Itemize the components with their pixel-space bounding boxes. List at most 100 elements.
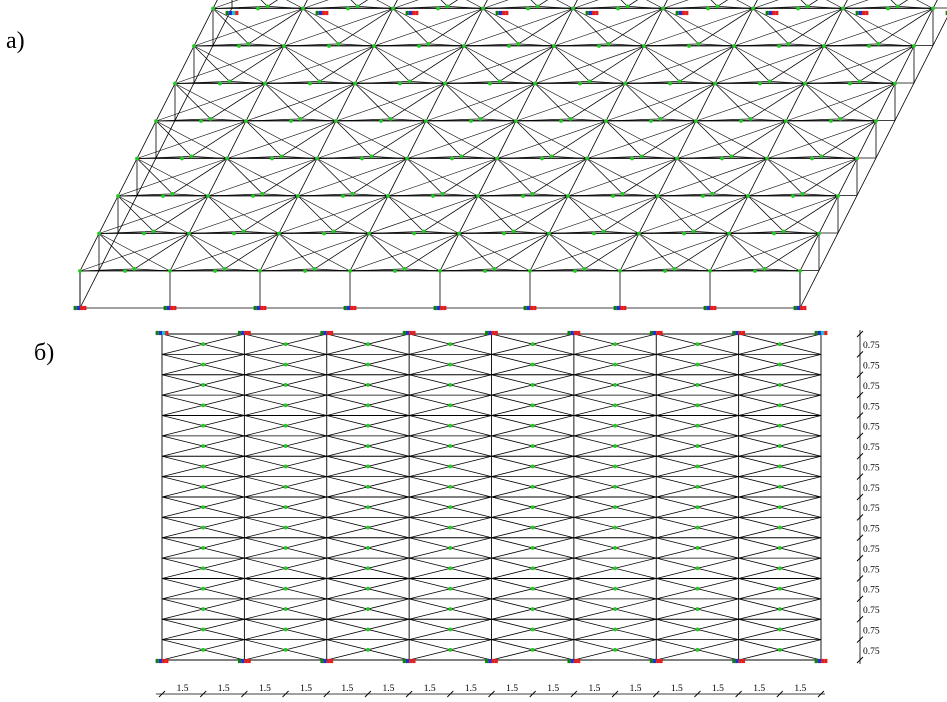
top-node: [514, 119, 518, 123]
web-diagonal: [712, 193, 749, 197]
dimension-tick: [735, 690, 742, 698]
dimension-label-bottom: 1.5: [300, 684, 312, 694]
web-diagonal: [802, 193, 839, 197]
web-diagonal: [461, 120, 517, 157]
dimension-tick: [856, 432, 864, 440]
web-diagonal: [807, 6, 844, 9]
brace-node: [366, 484, 370, 489]
plane-diagonal: [302, 8, 375, 47]
brace-node: [530, 484, 535, 489]
web-node: [530, 192, 535, 196]
chord-node: [308, 81, 312, 86]
top-node: [225, 156, 229, 161]
web-diagonal: [821, 120, 877, 157]
brace-node: [695, 627, 700, 632]
support-top: [732, 330, 746, 336]
web-diagonal: [316, 158, 353, 195]
brace-node: [695, 464, 700, 469]
web-diagonal: [608, 43, 645, 47]
web-diagonal: [698, 8, 754, 45]
web-diagonal: [319, 81, 356, 84]
plane-diagonal: [212, 0, 239, 9]
web-diagonal: [764, 268, 801, 272]
web-diagonal: [620, 0, 628, 7]
brace-node: [695, 505, 700, 510]
web-diagonal: [267, 0, 279, 7]
web-diagonal: [444, 83, 481, 120]
chord-node: [687, 44, 691, 48]
brace-node: [777, 423, 782, 428]
brace-node: [283, 566, 288, 571]
chord-node: [682, 231, 686, 236]
chord-node: [483, 269, 487, 273]
web-node: [587, 79, 592, 84]
web-node: [606, 42, 611, 46]
plane-diagonal: [376, 0, 394, 9]
web-diagonal: [584, 233, 640, 270]
dimension-tick: [856, 473, 864, 480]
chord-node: [578, 81, 582, 86]
dimension-tick: [856, 391, 864, 399]
plane-diagonal: [804, 83, 877, 122]
plane-diagonal: [278, 233, 351, 272]
web-node: [549, 154, 554, 159]
chord-node: [616, 6, 620, 11]
dimension-tick: [856, 554, 864, 562]
web-node: [170, 192, 175, 196]
brace-node: [448, 566, 453, 571]
brace-node: [695, 586, 700, 591]
web-diagonal: [262, 193, 299, 197]
web-diagonal: [281, 156, 318, 159]
web-diagonal: [717, 0, 729, 7]
web-diagonal: [733, 45, 770, 82]
top-node: [443, 81, 447, 86]
dimension-label-bottom: 1.5: [588, 684, 600, 694]
web-node: [710, 192, 715, 196]
web-node: [369, 154, 374, 159]
top-node: [462, 44, 466, 48]
chord-node: [360, 156, 364, 161]
brace-node: [448, 444, 453, 448]
dimension-tick: [856, 493, 864, 501]
brace-node: [695, 444, 700, 448]
chord-node: [218, 81, 222, 86]
brace-node: [283, 525, 288, 530]
top-node: [765, 156, 769, 161]
chord-node: [469, 119, 473, 123]
brace-node: [201, 525, 206, 530]
plane-diagonal: [624, 83, 697, 122]
plane-diagonal: [226, 158, 299, 197]
brace-node: [201, 484, 206, 489]
chord-node: [867, 44, 871, 48]
web-diagonal: [710, 0, 718, 7]
top-node: [386, 194, 390, 198]
brace-node: [201, 464, 206, 469]
brace-node: [283, 444, 288, 448]
web-node: [331, 229, 336, 234]
brace-node: [695, 566, 700, 571]
dimension-label-bottom: 1.5: [753, 684, 765, 694]
web-node: [691, 229, 696, 234]
chord-node: [123, 269, 127, 273]
web-diagonal: [134, 268, 171, 272]
web-node: [350, 192, 355, 196]
brace-node: [695, 423, 700, 428]
web-diagonal: [807, 0, 819, 7]
web-diagonal: [428, 8, 484, 45]
brace-node: [530, 627, 535, 632]
web-diagonal: [248, 8, 304, 45]
dimension-tick: [856, 615, 864, 623]
web-node: [857, 79, 862, 84]
brace-node: [530, 546, 535, 550]
brace-node: [695, 525, 700, 530]
brace-node: [777, 484, 782, 489]
web-node: [729, 154, 734, 159]
plane-diagonal: [477, 195, 550, 234]
top-node: [263, 81, 267, 86]
chord-node: [431, 194, 435, 198]
web-diagonal: [352, 158, 408, 195]
dimension-tick: [856, 575, 864, 582]
brace-node: [366, 383, 370, 387]
top-node: [277, 231, 281, 236]
top-node: [97, 231, 101, 236]
